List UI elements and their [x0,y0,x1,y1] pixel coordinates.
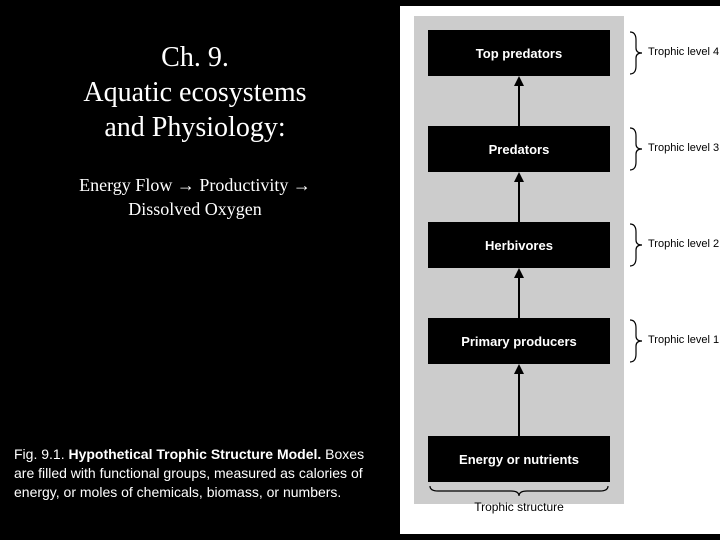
trophic-box: Energy or nutrients [428,436,610,482]
trophic-level-label: Trophic level 3 [648,142,719,154]
caption-prefix: Fig. 9.1. [14,446,68,462]
figure-caption: Fig. 9.1. Hypothetical Trophic Structure… [14,445,380,502]
brace-icon [628,30,646,76]
subtitle-part3: Dissolved Oxygen [128,199,262,219]
title-line3: and Physiology: [104,112,285,143]
brace-icon [628,222,646,268]
horizontal-brace-icon [428,484,610,498]
title-line2: Aquatic ecosystems [83,77,306,108]
up-arrow-icon [514,268,524,318]
trophic-diagram: Top predators Trophic level 4 Predators Tro… [400,6,720,534]
left-panel: Ch. 9. Aquatic ecosystems and Physiology… [0,0,390,540]
trophic-level-label: Trophic level 2 [648,238,719,250]
up-arrow-icon [514,76,524,126]
trophic-box: Herbivores [428,222,610,268]
trophic-box: Top predators [428,30,610,76]
trophic-level-label: Trophic level 4 [648,46,719,58]
subtitle-part2: Productivity [195,175,293,195]
up-arrow-icon [514,364,524,436]
subtitle-part1: Energy Flow [79,175,177,195]
caption-bold: Hypothetical Trophic Structure Model. [68,446,321,462]
brace-icon [628,318,646,364]
up-arrow-icon [514,172,524,222]
trophic-level-label: Trophic level 1 [648,334,719,346]
title-line1: Ch. 9. [161,42,229,73]
arrow-icon: → [177,175,195,195]
trophic-box: Predators [428,126,610,172]
brace-icon [628,126,646,172]
chapter-title: Ch. 9. Aquatic ecosystems and Physiology… [0,40,390,145]
structure-label: Trophic structure [428,500,610,514]
subtitle: Energy Flow → Productivity → Dissolved O… [0,173,390,222]
arrow-icon: → [293,175,311,195]
trophic-box: Primary producers [428,318,610,364]
